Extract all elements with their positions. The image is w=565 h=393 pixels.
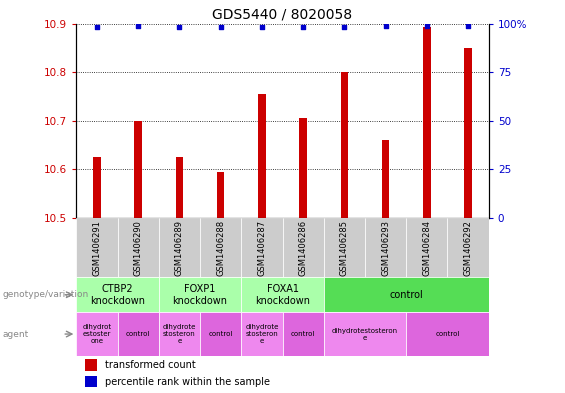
Bar [324,218,365,277]
Bar [85,359,97,371]
Text: genotype/variation: genotype/variation [3,290,89,299]
Bar [365,218,406,277]
Bar [299,118,307,218]
Text: control: control [291,331,315,337]
Bar [324,277,489,312]
Text: GSM1406288: GSM1406288 [216,220,225,276]
Bar [159,312,200,356]
Bar [258,94,266,218]
Point [134,22,142,29]
Bar [341,72,348,218]
Bar [241,312,282,356]
Text: GSM1406286: GSM1406286 [299,220,307,276]
Bar [134,121,142,218]
Title: GDS5440 / 8020058: GDS5440 / 8020058 [212,7,353,21]
Text: dihydrot
estoster
one: dihydrot estoster one [82,324,111,344]
Bar [93,157,101,218]
Bar [282,312,324,356]
Point [216,24,225,31]
Point [381,22,390,29]
Bar [76,218,118,277]
Bar [200,312,241,356]
Point [175,24,184,31]
Point [464,22,473,29]
Text: dihydrote
stosteron
e: dihydrote stosteron e [245,324,279,344]
Point [423,22,432,29]
Text: GSM1406293: GSM1406293 [381,220,390,276]
Text: FOXA1
knockdown: FOXA1 knockdown [255,284,310,305]
Bar [159,277,241,312]
Bar [76,312,118,356]
Text: control: control [435,331,460,337]
Bar [282,218,324,277]
Point [93,24,102,31]
Bar [76,277,159,312]
Bar [447,218,489,277]
Text: GSM1406292: GSM1406292 [464,220,472,276]
Text: GSM1406287: GSM1406287 [258,220,266,276]
Bar [406,218,447,277]
Bar [118,312,159,356]
Text: control: control [208,331,233,337]
Bar [423,27,431,218]
Bar [85,376,97,387]
Bar [241,277,324,312]
Bar [241,218,282,277]
Bar [464,48,472,218]
Bar [118,218,159,277]
Text: control: control [126,331,150,337]
Bar [200,218,241,277]
Text: GSM1406291: GSM1406291 [93,220,101,276]
Text: dihydrotestosteron
e: dihydrotestosteron e [332,327,398,341]
Point [258,24,267,31]
Bar [159,218,200,277]
Text: FOXP1
knockdown: FOXP1 knockdown [172,284,228,305]
Text: GSM1406285: GSM1406285 [340,220,349,276]
Text: GSM1406290: GSM1406290 [134,220,142,276]
Bar [324,312,406,356]
Text: control: control [389,290,423,300]
Bar [382,140,389,218]
Text: percentile rank within the sample: percentile rank within the sample [105,377,270,387]
Text: CTBP2
knockdown: CTBP2 knockdown [90,284,145,305]
Text: agent: agent [3,330,29,338]
Bar [217,172,224,218]
Text: GSM1406289: GSM1406289 [175,220,184,276]
Text: dihydrote
stosteron
e: dihydrote stosteron e [163,324,196,344]
Bar [176,157,183,218]
Bar [406,312,489,356]
Point [340,24,349,31]
Text: transformed count: transformed count [105,360,196,370]
Point [299,24,308,31]
Text: GSM1406284: GSM1406284 [423,220,431,276]
